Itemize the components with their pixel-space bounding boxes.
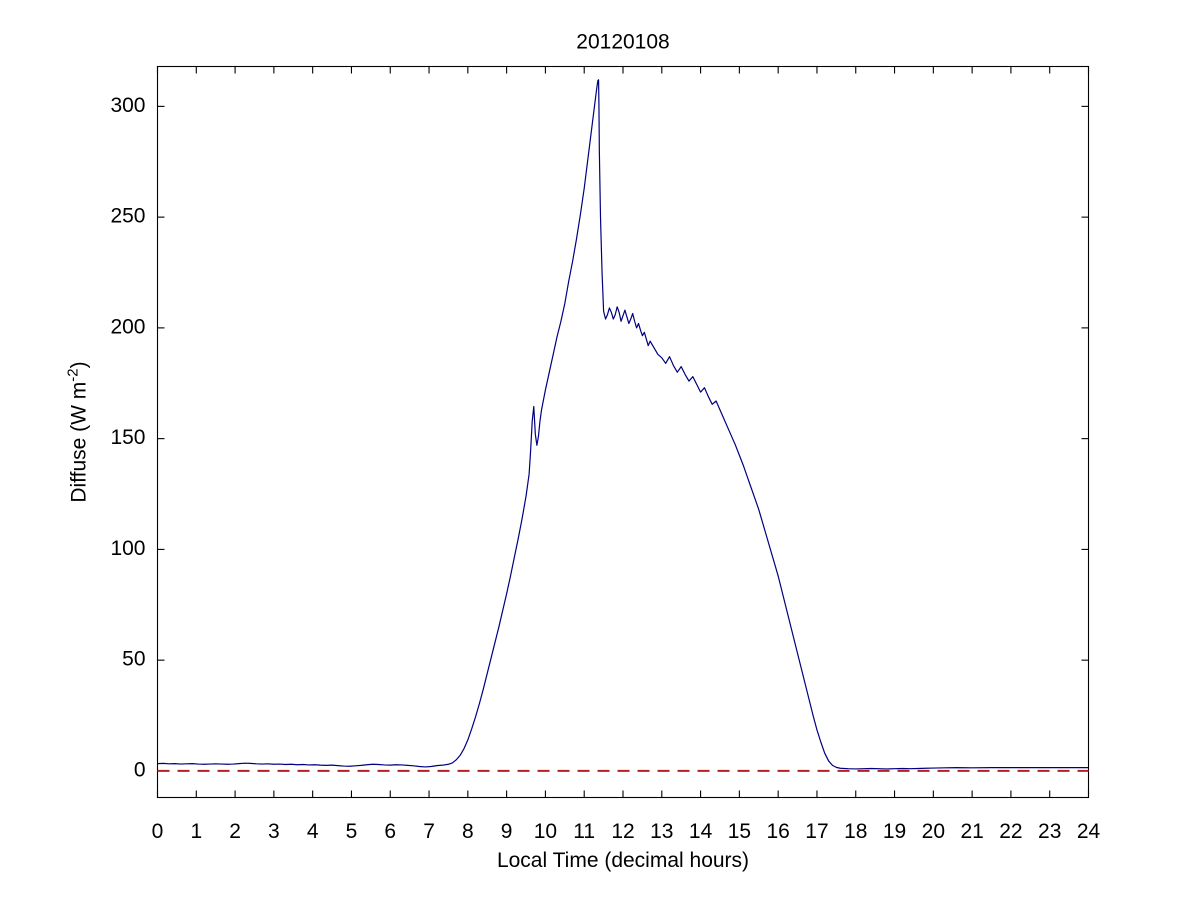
y-tick-label-300: 300: [110, 94, 145, 117]
x-tick-label-5: 5: [346, 820, 358, 843]
y-axis-label-base: Diffuse (W m: [68, 382, 91, 503]
x-axis-label: Local Time (decimal hours): [497, 849, 749, 872]
x-tick-label-11: 11: [573, 820, 595, 843]
x-tick-label-19: 19: [883, 820, 906, 843]
x-tick-label-6: 6: [384, 820, 396, 843]
x-tick-label-1: 1: [190, 820, 202, 843]
axis-tick-labels: 0 1 2 3 4 5 6 7 8 9 10 11 12 13 14 15 16 17 18 19 20 21 22 23 24…: [110, 94, 1100, 843]
x-tick-label-9: 9: [501, 820, 513, 843]
x-tick-label-4: 4: [307, 820, 319, 843]
plot-title: 20120108: [576, 31, 669, 54]
x-tick-label-10: 10: [534, 820, 557, 843]
y-tick-label-250: 250: [110, 205, 145, 228]
x-tick-label-20: 20: [922, 820, 945, 843]
x-tick-label-21: 21: [960, 820, 983, 843]
y-tick-label-0: 0: [134, 758, 146, 781]
x-tick-label-17: 17: [805, 820, 828, 843]
x-tick-label-0: 0: [152, 820, 164, 843]
x-tick-label-2: 2: [229, 820, 241, 843]
x-tick-label-8: 8: [462, 820, 474, 843]
axis-ticks: [156, 66, 1090, 798]
y-tick-label-200: 200: [110, 315, 145, 338]
y-tick-label-50: 50: [122, 648, 145, 671]
x-tick-label-18: 18: [844, 820, 867, 843]
x-tick-label-3: 3: [268, 820, 280, 843]
y-axis-label-superscript: -2: [65, 368, 82, 381]
y-tick-label-100: 100: [110, 537, 145, 560]
x-tick-label-23: 23: [1038, 820, 1061, 843]
plot-frame: [156, 65, 1090, 799]
x-tick-label-12: 12: [611, 820, 634, 843]
x-tick-label-16: 16: [766, 820, 789, 843]
y-tick-label-150: 150: [110, 426, 145, 449]
y-axis-label-tail: ): [68, 361, 91, 368]
x-tick-label-22: 22: [999, 820, 1022, 843]
data-series-0: [157, 79, 1089, 770]
x-tick-label-13: 13: [650, 820, 673, 843]
y-axis-label-text: Diffuse (W m-2): [65, 361, 91, 502]
x-tick-label-14: 14: [689, 820, 713, 843]
x-tick-label-24: 24: [1077, 820, 1101, 843]
x-tick-label-15: 15: [728, 820, 751, 843]
y-axis-label: Diffuse (W m-2): [65, 361, 91, 502]
x-tick-label-7: 7: [423, 820, 435, 843]
